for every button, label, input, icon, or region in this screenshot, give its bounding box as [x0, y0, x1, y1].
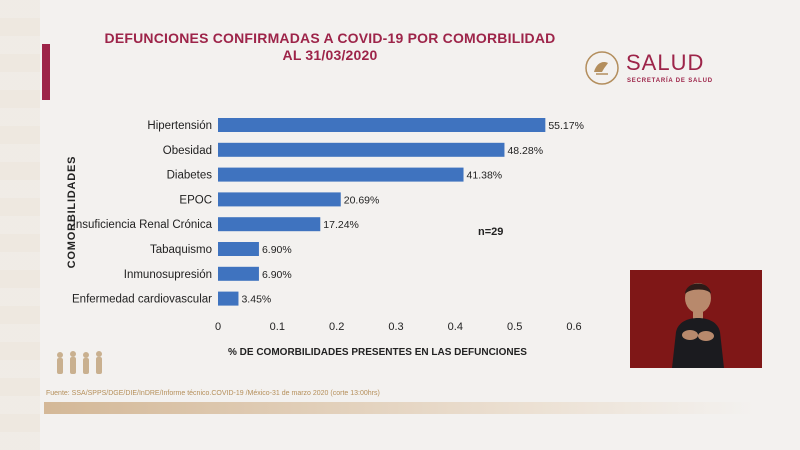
bar-3: [218, 192, 341, 207]
x-tick-label: 0.3: [388, 321, 403, 333]
category-label: Diabetes: [167, 170, 213, 182]
bottom-band: [44, 402, 754, 414]
category-label: EPOC: [179, 194, 212, 206]
accent-bar: [42, 44, 50, 100]
title-line-1: DEFUNCIONES CONFIRMADAS A COVID-19 POR C…: [104, 30, 556, 46]
data-label: 6.90%: [262, 269, 292, 281]
bar-6: [218, 266, 259, 281]
category-label: Enfermedad cardiovascular: [72, 294, 212, 306]
data-label: 3.45%: [241, 294, 271, 306]
interpreter-figure: [672, 283, 724, 368]
category-label: Hipertensión: [147, 120, 212, 132]
data-label: 55.17%: [548, 120, 584, 132]
logo-subtitle: SECRETARÍA DE SALUD: [627, 78, 713, 84]
slide-title: DEFUNCIONES CONFIRMADAS A COVID-19 POR C…: [60, 30, 600, 64]
category-label: Inmunosupresión: [124, 269, 212, 281]
x-tick-label: 0.5: [507, 321, 522, 333]
x-tick-label: 0: [215, 321, 221, 333]
decorative-pattern: [0, 0, 40, 450]
data-label: 17.24%: [323, 219, 359, 231]
bar-7: [218, 291, 239, 306]
logo-name: SALUD: [626, 50, 705, 75]
source-note: Fuente: SSA/SPPS/DGE/DIE/InDRE/Informe t…: [46, 390, 380, 397]
data-label: 20.69%: [344, 194, 380, 206]
x-axis-label: % DE COMORBILIDADES PRESENTES EN LAS DEF…: [228, 347, 527, 358]
x-tick-label: 0.4: [448, 321, 463, 333]
data-label: 6.90%: [262, 244, 292, 256]
category-label: Tabaquismo: [150, 244, 212, 256]
bar-5: [218, 242, 259, 256]
sign-language-interpreter: [630, 270, 762, 368]
x-tick-label: 0.1: [270, 321, 285, 333]
data-label: 41.38%: [467, 170, 503, 182]
bar-4: [218, 217, 321, 232]
x-tick-label: 0.6: [566, 321, 581, 333]
bar-2: [218, 167, 464, 182]
bar-1: [218, 142, 505, 157]
data-label: 48.28%: [507, 145, 543, 157]
sample-size-label: n=29: [478, 226, 504, 238]
bar-0: [218, 118, 546, 132]
category-label: Obesidad: [163, 145, 212, 157]
title-line-2: AL 31/03/2020: [282, 47, 378, 63]
salud-logo: SALUD SECRETARÍA DE SALUD: [584, 50, 754, 90]
category-label: Insuficiencia Renal Crónica: [73, 219, 213, 231]
coat-of-arms-icon: [585, 51, 619, 85]
people-silhouettes-icon: [57, 351, 102, 374]
x-tick-label: 0.2: [329, 321, 344, 333]
